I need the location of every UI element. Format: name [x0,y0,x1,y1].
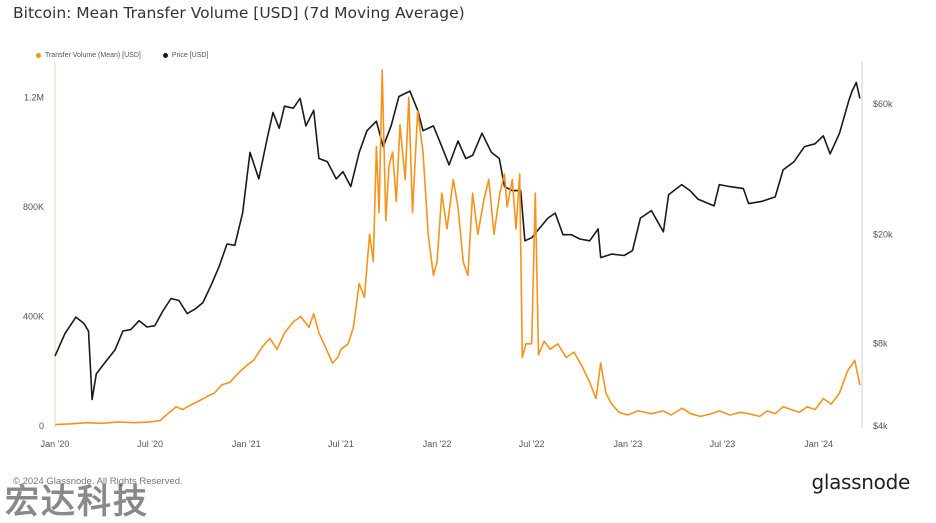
chart-legend: Transfer Volume (Mean) [USD] Price [USD] [36,52,208,59]
y-right-tick-label: $8k [873,339,888,349]
x-tick-label: Jan '22 [423,439,452,449]
series-line-price [54,81,861,401]
x-tick-label: Jan '24 [804,439,833,449]
chart-series [54,69,861,426]
x-tick-label: Jan '20 [41,439,70,449]
legend-dot-icon [36,53,41,58]
x-tick-label: Jul '23 [710,439,736,449]
page-title: Bitcoin: Mean Transfer Volume [USD] (7d … [13,4,465,22]
y-right-tick-label: $60k [873,99,893,109]
x-tick-label: Jul '22 [519,439,545,449]
x-tick-label: Jan '23 [613,439,642,449]
series-line-transfer-volume [54,69,861,426]
y-right-tick-label: $4k [873,421,888,431]
watermark: 宏达科技 [5,482,149,522]
x-tick-label: Jul '20 [137,439,163,449]
legend-item-price[interactable]: Price [USD] [162,52,209,59]
chart-axes [54,62,863,428]
y-left-tick-label: 0 [39,421,44,431]
x-tick-label: Jul '21 [328,439,354,449]
y-right-tick-label: $20k [873,230,893,240]
x-tick-label: Jan '21 [232,439,261,449]
y-left-tick-label: 1.2M [24,92,44,102]
chart-ticks: Jan '20 Jul '20 Jan '21 Jul '21 Jan '22 Jul '… [23,92,893,449]
glassnode-logo: glassnode [811,470,910,494]
legend-item-transfer-volume[interactable]: Transfer Volume (Mean) [USD] [36,52,141,59]
y-left-tick-label: 400K [23,311,44,321]
legend-dot-icon [162,53,168,58]
y-left-tick-label: 800K [23,202,44,212]
legend-label: Price [USD] [171,52,209,59]
chart-canvas: Jan '20 Jul '20 Jan '21 Jul '21 Jan '22 Jul '… [23,62,893,449]
legend-label: Transfer Volume (Mean) [USD] [45,52,141,59]
copyright-text: © 2024 Glassnode. All Rights Reserved. [13,476,183,487]
